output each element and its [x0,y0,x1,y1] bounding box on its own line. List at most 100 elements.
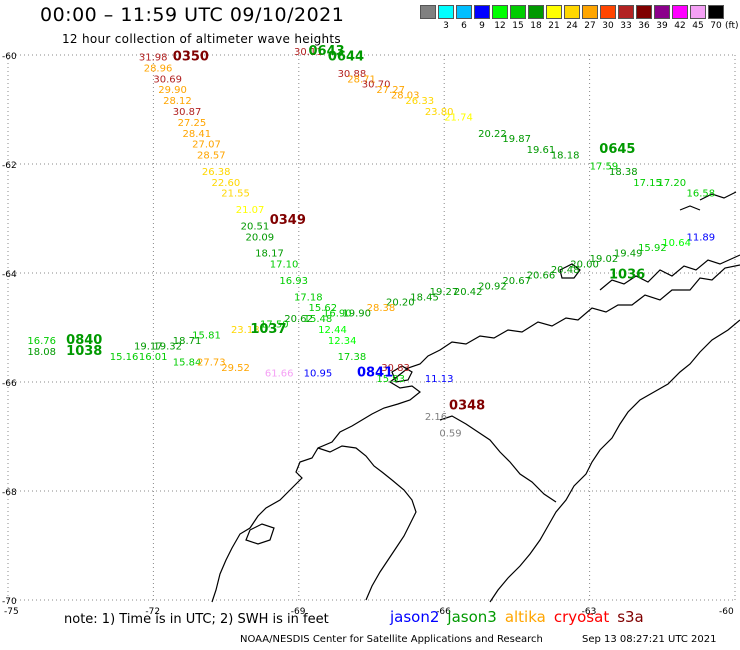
coast-detail-2 [599,254,740,291]
swh-reading: 27.27 [376,85,405,96]
pass-time-label: 0348 [449,398,485,413]
swh-reading: 61.66 [265,369,294,380]
swh-reading: 27.73 [197,358,226,369]
swh-reading: 20.62 [284,314,313,325]
swh-reading: 28.03 [391,91,420,102]
pass-time-label: 0841 [357,366,393,381]
swh-reading: 18.18 [551,151,580,162]
map-title: 00:00 – 11:59 UTC 09/10/2021 [40,4,345,26]
swh-reading: 15.93 [376,374,405,385]
swh-reading: 30.88 [338,69,367,80]
satellite-legend-jason2: jason2 [390,608,440,626]
south-shetland-islands [679,191,737,211]
legend-tick-label: 15 [512,21,524,31]
swh-reading: 16.93 [279,276,308,287]
satellite-legend-s3a: s3a [617,608,644,626]
swh-reading: 30.70 [362,80,391,91]
legend-tick-label: 42 [674,21,686,31]
pass-time-label: 0349 [270,213,306,228]
swh-reading: 27.25 [178,118,207,129]
legend-swatch [582,5,598,19]
legend-swatch [672,5,688,19]
legend-swatch [492,5,508,19]
legend-swatch [708,5,724,19]
swh-reading: 20.22 [478,129,507,140]
legend-tick-label: 70 [710,21,722,31]
legend-tick-label: 18 [530,21,542,31]
legend-swatch [600,5,616,19]
pass-time-label: 0645 [599,142,635,157]
swh-reading: 2.16 [425,412,447,423]
swh-reading: 30.11 [294,47,323,58]
swh-reading: 17.15 [633,178,662,189]
swh-reading: 15.16 [110,352,139,363]
latitude-tick-label: -68 [2,488,17,498]
legend-tick-label: 45 [692,21,704,31]
swh-reading: 27.07 [192,140,221,151]
swh-reading: 30.87 [173,107,202,118]
swh-reading: 28.12 [163,96,192,107]
swh-reading: 20.67 [502,276,531,287]
legend-swatch [690,5,706,19]
swh-reading: 17.59 [590,161,619,172]
swh-reading: 30.83 [381,363,410,374]
pass-time-label: 0350 [173,49,209,64]
legend-tick-label: 9 [479,21,485,31]
swh-reading: 11.13 [425,374,454,385]
swh-reading: 28.71 [347,74,376,85]
swh-reading: 16.58 [687,189,716,200]
swh-reading: 19.02 [590,254,619,265]
swh-reading: 20.48 [551,265,580,276]
longitude-tick-label: -63 [582,607,597,617]
swh-reading: 10.95 [304,369,333,380]
swh-reading: 10.64 [662,238,691,249]
swh-reading: 23.18 [231,325,260,336]
swh-reading: 18.08 [27,347,56,358]
pass-time-label: 1036 [609,267,645,282]
swh-reading: 18.17 [255,249,284,260]
adelaide-island [391,365,413,383]
legend-tick-label: 6 [461,21,467,31]
swh-reading: 19.32 [153,341,182,352]
swh-reading: 17.50 [260,320,289,331]
legend-unit-label: (ft) [725,21,739,31]
satellite-legend-altika: altika [504,608,546,626]
latitude-tick-label: -66 [2,379,17,389]
satellite-legend-cryosat: cryosat [553,608,610,626]
legend-swatch [438,5,454,19]
legend-tick-label: 27 [584,21,596,31]
coast-detail-3 [245,523,275,545]
swh-reading: 20.51 [241,221,270,232]
legend-tick-label: 36 [638,21,650,31]
swh-reading: 12.34 [328,336,357,347]
lat-lon-grid [7,54,736,601]
legend-tick-label: 30 [602,21,614,31]
swh-reading: 19.27 [430,287,459,298]
swh-reading: 12.44 [318,325,347,336]
swh-reading: 17.18 [294,292,323,303]
swh-reading: 17.20 [657,178,686,189]
legend-swatch [618,5,634,19]
latitude-tick-label: -70 [2,597,17,607]
legend-swatch [636,5,652,19]
swh-reading: 22.60 [212,178,241,189]
swh-reading: 20.42 [454,287,483,298]
latitude-tick-label: -62 [2,161,17,171]
swh-reading: 0.59 [439,429,461,440]
legend-tick-label: 33 [620,21,632,31]
swh-reading: 20.00 [570,260,599,271]
swh-reading: 21.55 [221,189,250,200]
footer-note: note: 1) Time is in UTC; 2) SWH is in fe… [64,612,329,627]
swh-reading: 16.01 [139,352,168,363]
swh-reading: 15.84 [173,358,202,369]
swh-reading: 20.20 [386,298,415,309]
legend-tick-label: 24 [566,21,578,31]
longitude-tick-label: -60 [719,607,734,617]
latitude-tick-label: -60 [2,52,17,62]
map-subtitle: 12 hour collection of altimeter wave hei… [62,32,341,46]
swh-reading: 28.38 [367,303,396,314]
legend-swatch [546,5,562,19]
longitude-tick-label: -66 [436,607,451,617]
swh-reading: 18.38 [609,167,638,178]
swh-reading: 16.76 [27,336,56,347]
